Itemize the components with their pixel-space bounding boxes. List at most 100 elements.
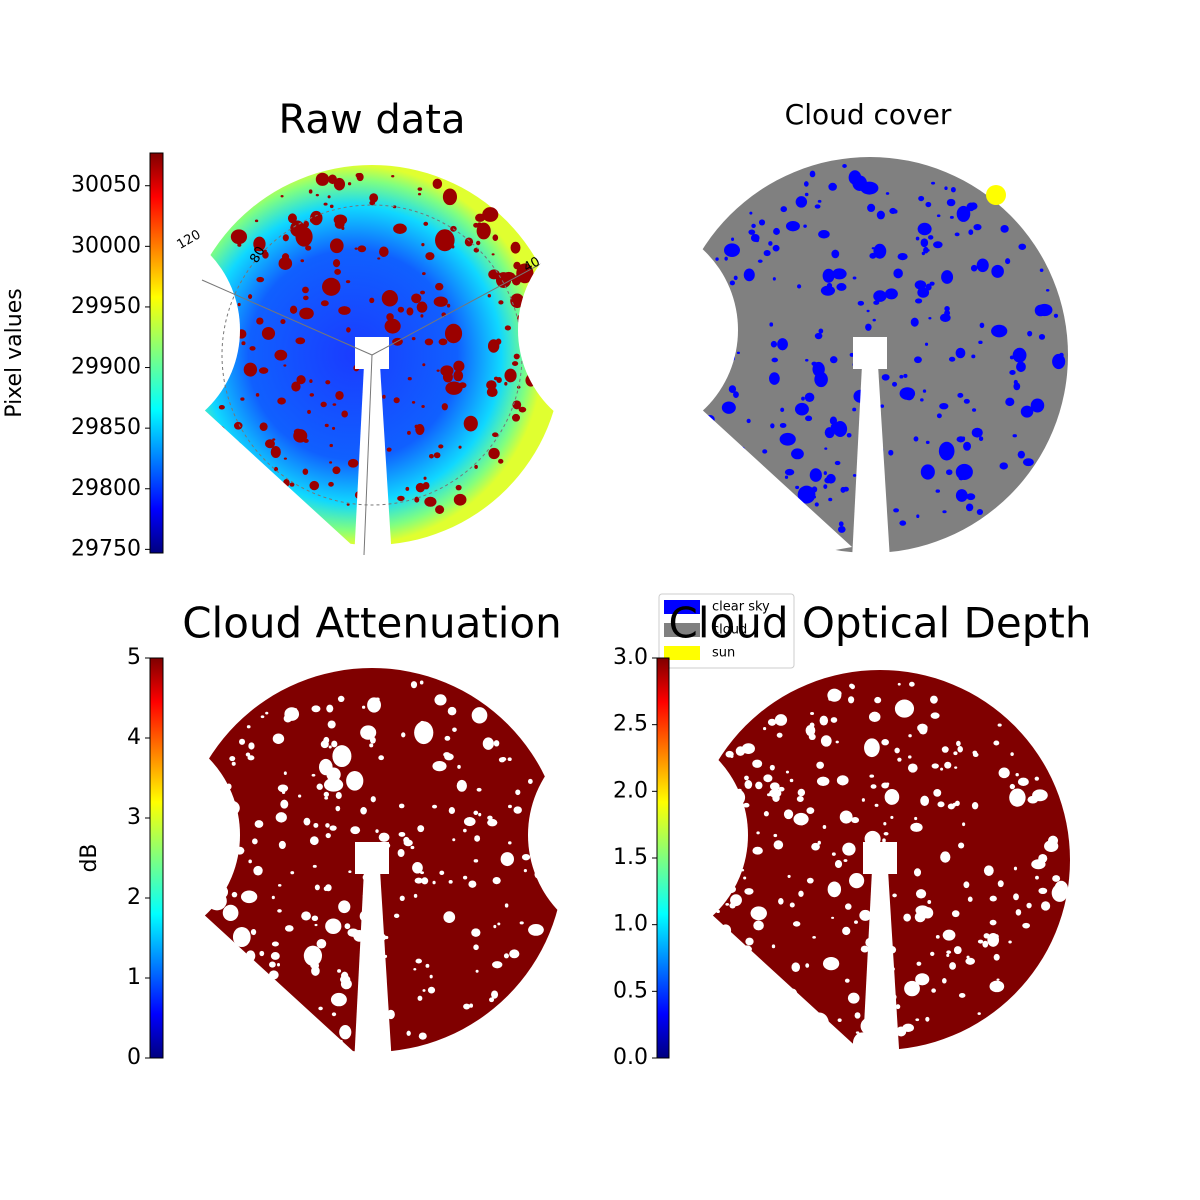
cloud-blob bbox=[471, 707, 488, 724]
cloud-blob bbox=[817, 840, 821, 845]
cloud-blob bbox=[378, 832, 390, 842]
cloud-blob bbox=[854, 920, 858, 924]
cloud-blob bbox=[327, 720, 336, 729]
cloud-blob bbox=[1016, 361, 1026, 373]
cloud-blob bbox=[523, 869, 527, 873]
cloud-blob bbox=[966, 493, 976, 501]
cloud-blob bbox=[957, 746, 963, 753]
cloud-blob bbox=[488, 447, 500, 460]
cloud-blob bbox=[972, 750, 978, 755]
cloud-blob bbox=[341, 971, 349, 981]
cloud-blob bbox=[312, 864, 317, 868]
cloud-blob bbox=[278, 840, 286, 850]
cloud-blob bbox=[509, 949, 520, 959]
cloud-blob bbox=[749, 211, 753, 215]
cloud-blob bbox=[360, 807, 367, 815]
cloud-blob bbox=[721, 401, 736, 414]
mask-square bbox=[863, 842, 897, 874]
cloud-blob bbox=[325, 832, 331, 839]
cloud-blob bbox=[398, 831, 406, 837]
cloud-blob bbox=[847, 992, 860, 1004]
cloud-blob bbox=[422, 989, 426, 992]
cloud-blob bbox=[335, 805, 341, 812]
cloud-blob bbox=[280, 799, 289, 809]
cloud-blob bbox=[315, 172, 330, 186]
colorbar-tick-label: 29750 bbox=[71, 536, 141, 561]
cloud-blob bbox=[309, 379, 313, 384]
cloud-blob bbox=[270, 952, 280, 960]
cloud-blob bbox=[899, 374, 904, 379]
cloud-blob bbox=[893, 268, 903, 279]
cloud-blob bbox=[785, 770, 790, 774]
cloud-blob bbox=[797, 485, 816, 504]
cloud-blob bbox=[488, 269, 500, 280]
cloud-blob bbox=[820, 285, 836, 296]
cloud-blob bbox=[252, 838, 258, 845]
cloud-blob bbox=[783, 809, 794, 820]
cloud-blob bbox=[262, 251, 269, 259]
cloud-blob bbox=[774, 714, 788, 726]
cloud-blob bbox=[277, 884, 282, 887]
cloud-blob bbox=[1012, 347, 1027, 363]
cloud-blob bbox=[865, 323, 872, 331]
cloud-blob bbox=[873, 300, 880, 305]
colorbar bbox=[149, 657, 164, 1059]
cloud-blob bbox=[330, 992, 347, 1007]
cloud-blob bbox=[831, 852, 836, 856]
polar-axis bbox=[201, 279, 373, 356]
cloud-blob bbox=[982, 940, 989, 948]
cloud-blob bbox=[261, 326, 276, 340]
cloud-blob bbox=[881, 739, 889, 746]
cloud-blob bbox=[914, 816, 918, 821]
cloud-blob bbox=[762, 449, 768, 454]
cloud-blob bbox=[936, 413, 942, 419]
cloud-blob bbox=[789, 902, 795, 908]
cloud-blob bbox=[345, 280, 351, 284]
cloud-blob bbox=[420, 314, 424, 318]
cloud-blob bbox=[925, 248, 930, 252]
cloud-blob bbox=[341, 410, 348, 418]
cloud-blob bbox=[724, 256, 728, 261]
cloud-blob bbox=[325, 918, 342, 935]
cloud-blob bbox=[827, 881, 842, 898]
cloud-blob bbox=[435, 505, 445, 514]
mask-notch bbox=[20, 725, 240, 945]
cloud-blob bbox=[908, 755, 912, 759]
cloud-blob bbox=[442, 371, 453, 383]
cloud-blob bbox=[332, 403, 337, 406]
cloud-blob bbox=[884, 288, 898, 300]
colorbar bbox=[656, 657, 670, 1059]
cloud-blob bbox=[407, 430, 411, 435]
cloud-blob bbox=[332, 426, 336, 430]
cloud-blob bbox=[318, 758, 333, 776]
cloud-blob bbox=[909, 681, 915, 687]
cloud-blob bbox=[323, 886, 329, 892]
cloud-blob bbox=[752, 846, 763, 855]
cloud-blob bbox=[367, 697, 381, 713]
cloud-blob bbox=[458, 382, 467, 389]
cloud-blob bbox=[892, 381, 898, 387]
cloud-blob bbox=[922, 389, 927, 393]
cloud-blob bbox=[953, 946, 962, 955]
cloud-blob bbox=[805, 415, 813, 422]
cloud-blob bbox=[936, 214, 941, 218]
cloud-blob bbox=[316, 783, 323, 790]
cloud-blob bbox=[507, 841, 512, 845]
cloud-blob bbox=[309, 480, 320, 491]
cloud-blob bbox=[1052, 353, 1066, 370]
cloud-blob bbox=[487, 383, 491, 386]
cloud-blob bbox=[475, 969, 479, 973]
cloud-blob bbox=[997, 723, 1002, 727]
cloud-blob bbox=[983, 933, 990, 939]
cloud-blob bbox=[874, 803, 879, 807]
cloud-blob bbox=[812, 495, 817, 499]
cloud-blob bbox=[491, 990, 499, 999]
cloud-blob bbox=[1015, 909, 1022, 916]
cloud-blob bbox=[492, 432, 499, 438]
cloud-blob bbox=[316, 938, 327, 949]
cloud-blob bbox=[904, 980, 920, 997]
cloud-blob bbox=[417, 192, 422, 196]
cloud-blob bbox=[283, 364, 287, 367]
cloud-blob bbox=[1030, 398, 1045, 413]
cloud-blob bbox=[914, 280, 927, 290]
